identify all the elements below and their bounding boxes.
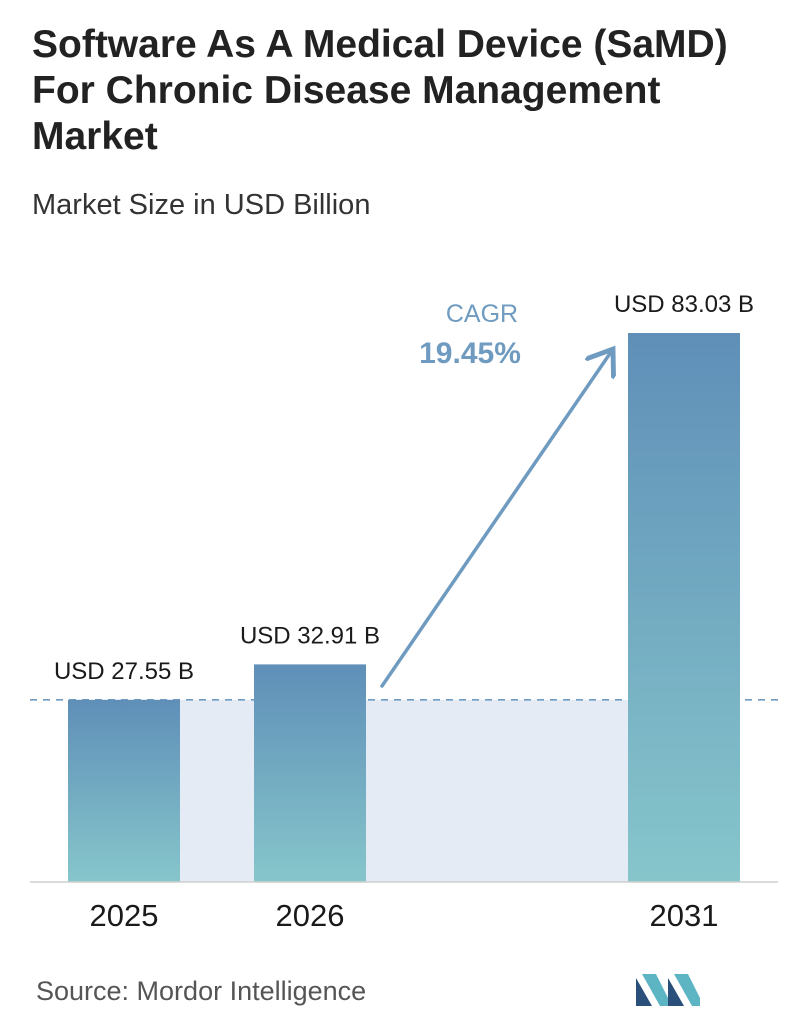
cagr-label: CAGR [446,300,518,328]
data-label-2025: USD 27.55 B [54,658,194,685]
data-label-2026: USD 32.91 B [240,622,380,649]
chart-subtitle: Market Size in USD Billion [32,189,371,221]
source-note: Source: Mordor Intelligence [36,976,367,1006]
cagr-value: 19.45% [419,337,521,370]
cagr-arrow [380,352,611,688]
bar-2025 [68,699,180,882]
x-tick-label-2025: 2025 [90,898,159,933]
chart-title: Software As A Medical Device (SaMD) For … [32,23,728,158]
bar-2031 [628,333,740,882]
mordor-intelligence-logo [636,974,700,1006]
x-tick-label-2026: 2026 [276,898,345,933]
bar-2026 [254,664,366,882]
x-tick-label-2031: 2031 [650,898,719,933]
data-label-2031: USD 83.03 B [614,291,754,318]
